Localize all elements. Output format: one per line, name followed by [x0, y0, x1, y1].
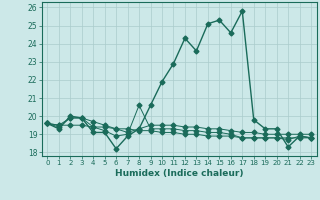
X-axis label: Humidex (Indice chaleur): Humidex (Indice chaleur)	[115, 169, 244, 178]
